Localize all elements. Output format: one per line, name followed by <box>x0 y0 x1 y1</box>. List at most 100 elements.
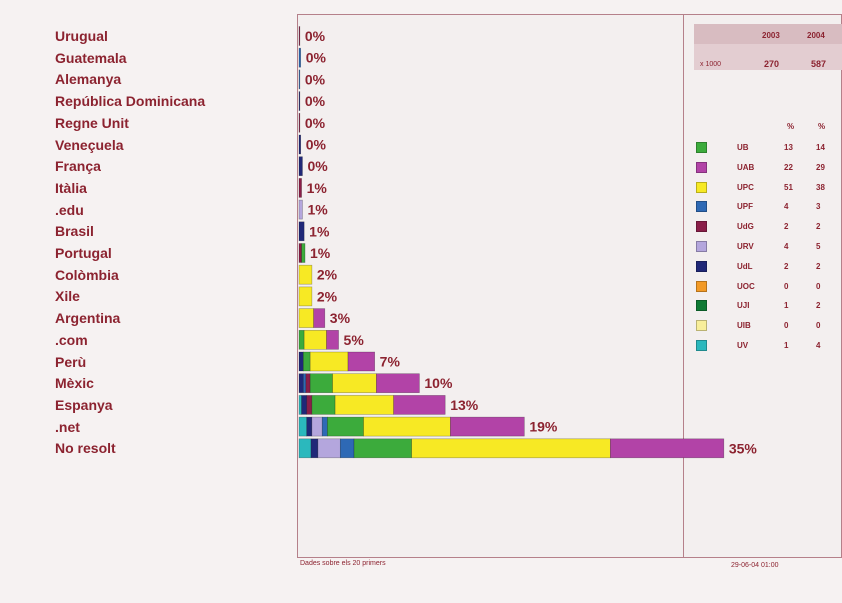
legend-pct-2004: 2 <box>816 261 821 271</box>
bar-segment-urv <box>311 416 323 437</box>
bar-total-label: 7% <box>380 354 401 370</box>
bar-segment-uab <box>393 395 446 415</box>
legend-pct-2003: 22 <box>784 162 793 172</box>
bar-segment-upc <box>298 264 313 285</box>
legend-pct-2003: 4 <box>784 202 789 212</box>
bar-total-label: 1% <box>307 202 328 218</box>
bar-segment-upf <box>321 416 328 437</box>
bar-segment-upc <box>363 416 451 437</box>
legend-pct-2003: 4 <box>784 242 789 251</box>
legend-name: UB <box>737 143 749 152</box>
legend-swatch-upc <box>696 181 707 193</box>
legend-name: UAB <box>737 162 755 172</box>
legend-pct-2004: 0 <box>816 281 821 291</box>
bar-total-label: 1% <box>307 180 328 196</box>
category-label: Veneçuela <box>55 136 124 153</box>
category-label: República Dominicana <box>55 93 206 110</box>
bar-segment-urv <box>317 438 341 459</box>
bar-total-label: 0% <box>306 137 327 153</box>
bar-segment-ub <box>302 351 311 372</box>
bar-segment-udl <box>306 416 313 437</box>
legend-pct-2004: 29 <box>816 162 825 172</box>
bar-segment-uv <box>298 395 302 415</box>
bar-total-label: 1% <box>310 245 331 261</box>
category-label: .edu <box>55 201 84 218</box>
legend-name: UdL <box>737 261 753 271</box>
category-label: No resolt <box>55 440 116 457</box>
bar-segment-uab <box>313 308 326 328</box>
category-label: Espanya <box>55 396 113 413</box>
bar-segment-uab <box>610 438 725 459</box>
bar-segment-udg <box>298 113 301 133</box>
legend-pct-2003: 51 <box>784 182 793 192</box>
bar-total-label: 10% <box>424 375 453 391</box>
category-label: Portugal <box>55 245 112 261</box>
bar-segment-udl <box>310 438 319 459</box>
category-label: Colòmbia <box>55 266 119 283</box>
bar-segment-uab <box>326 329 339 350</box>
category-label: .com <box>55 331 88 348</box>
bar-total-label: 2% <box>317 288 338 304</box>
bar-total-label: 3% <box>330 310 351 326</box>
bar-segment-udl <box>298 221 305 242</box>
bar-segment-ub <box>311 395 336 415</box>
legend-swatch-uji <box>696 300 707 312</box>
bar-segment-uv <box>298 416 308 437</box>
bar-segment-uab <box>347 351 375 372</box>
legend-swatch-udl <box>696 260 707 272</box>
legend-name: UJI <box>737 301 750 311</box>
bar-segment-udl <box>298 134 302 155</box>
footnote: Dades sobre els 20 primers <box>300 560 386 567</box>
legend-pct-2003: 0 <box>784 321 789 331</box>
bar-segment-ub <box>353 438 412 459</box>
bar-segment-udg <box>298 243 302 263</box>
legend-name: URV <box>737 242 754 251</box>
legend-pct-2004: 0 <box>816 321 821 331</box>
legend-name: UIB <box>737 321 751 331</box>
category-label: Regne Unit <box>55 114 129 131</box>
bar-total-label: 0% <box>307 158 328 174</box>
legend-pct-2004: 4 <box>816 341 821 350</box>
legend-pct-2003: 0 <box>784 281 789 291</box>
bar-segment-upc <box>309 351 349 372</box>
bar-total-label: 35% <box>729 440 758 456</box>
legend-pct-2004: 3 <box>816 202 821 212</box>
legend-swatch-uab <box>696 161 707 173</box>
legend-pct-2003: 13 <box>784 143 793 152</box>
bar-total-label: 1% <box>309 223 330 239</box>
legend-swatch-upf <box>696 201 707 213</box>
legend-pct-2004: 5 <box>816 242 821 251</box>
legend-pct-2003: 1 <box>784 301 789 311</box>
bar-total-label: 0% <box>305 115 326 131</box>
value-2003: 270 <box>764 59 780 69</box>
legend-name: UPC <box>737 182 754 192</box>
bar-segment-upc <box>298 286 313 307</box>
legend-pct-2004: 2 <box>816 301 821 311</box>
legend-swatch-uv <box>696 340 707 351</box>
year-values-band <box>694 44 842 70</box>
bar-segment-upc <box>334 395 394 415</box>
legend-pct-2004: 38 <box>816 182 825 192</box>
bar-total-label: 0% <box>305 93 326 109</box>
year-2004-label: 2004 <box>807 31 825 40</box>
unit-label: x 1000 <box>700 61 722 68</box>
bar-segment-udl <box>301 395 308 415</box>
bar-segment-urv <box>298 199 303 220</box>
category-label: Xile <box>55 288 80 305</box>
bar-total-label: 19% <box>529 419 558 435</box>
bar-segment-upc <box>332 373 377 394</box>
bar-segment-upf <box>298 47 302 68</box>
bar-segment-upf <box>302 373 307 394</box>
legend-swatch-ub <box>696 142 707 153</box>
legend-swatch-uoc <box>696 280 707 292</box>
category-label: Mèxic <box>55 375 94 392</box>
legend-name: UdG <box>737 222 754 232</box>
bar-segment-udg <box>306 395 313 415</box>
bar-segment-upf <box>298 69 301 90</box>
year-2003-label: 2003 <box>762 31 780 40</box>
bar-total-label: 13% <box>450 397 479 413</box>
timestamp: 29-06-04 01:00 <box>731 562 779 569</box>
bar-segment-uv <box>298 438 312 459</box>
legend-name: UV <box>737 341 749 350</box>
